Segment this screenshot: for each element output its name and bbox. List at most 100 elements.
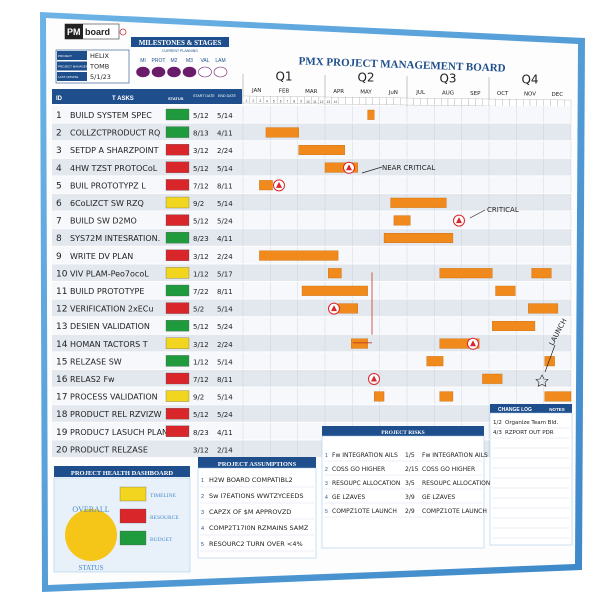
gantt-bar bbox=[528, 303, 559, 314]
task-name: PROCESS VALIDATION bbox=[70, 393, 158, 402]
month-label: JAN bbox=[251, 88, 261, 94]
task-start-date: 5/12 bbox=[193, 218, 209, 226]
week-number: 14 bbox=[333, 100, 337, 104]
task-name: HOMAN TACTORS T bbox=[70, 340, 148, 349]
gantt-bar bbox=[259, 250, 339, 261]
task-id: 19 bbox=[56, 428, 68, 438]
task-name: WRITE DV PLAN bbox=[70, 252, 133, 261]
task-end-date: 5/24 bbox=[217, 218, 233, 226]
task-end-date: 4/11 bbox=[217, 429, 233, 437]
gantt-bar bbox=[495, 285, 516, 296]
risk-number: 3 bbox=[325, 481, 328, 487]
risk-text: Fw INTEGRATION AILS bbox=[332, 452, 398, 459]
milestone-marker bbox=[198, 66, 212, 78]
warning-triangle bbox=[371, 375, 377, 382]
task-end-date: 2/24 bbox=[217, 253, 233, 261]
task-id: 13 bbox=[56, 322, 67, 332]
risk-text: RESOUPC ALLOCATION bbox=[332, 480, 400, 487]
milestone-label: PROT bbox=[152, 58, 166, 64]
task-start-date: 3/12 bbox=[193, 446, 209, 454]
assumption-text: H2W BOARD COMPATIBL2 bbox=[209, 476, 293, 484]
task-end-date: 2/24 bbox=[217, 341, 233, 349]
week-cell bbox=[543, 99, 551, 107]
task-id: 3 bbox=[56, 146, 62, 156]
critical-label: CRITICAL bbox=[487, 206, 519, 214]
milestone-label: VAL bbox=[200, 58, 209, 64]
week-cell bbox=[372, 97, 380, 105]
overall-label: OVERALL bbox=[72, 505, 109, 514]
task-id: 7 bbox=[56, 217, 62, 227]
risk-mitigation: RESOUPC ALLOCATION bbox=[422, 480, 490, 487]
gantt-bar bbox=[383, 232, 454, 243]
week-cell bbox=[550, 99, 558, 107]
week-cell bbox=[461, 98, 469, 106]
task-end-date: 5/14 bbox=[217, 112, 233, 120]
assumption-number: 4 bbox=[201, 526, 204, 532]
task-name: COLLZCTPRODUCT RQ bbox=[70, 129, 160, 138]
status-indicator bbox=[165, 267, 190, 279]
quarter-label: Q2 bbox=[357, 71, 374, 85]
task-name: PRODUC7 LASUCH PLAN bbox=[70, 428, 168, 437]
risk-mitigation: COSS GO HIGHER bbox=[422, 466, 475, 473]
task-id: 18 bbox=[56, 410, 68, 420]
task-start-date: 5/12 bbox=[193, 411, 209, 419]
week-cell bbox=[564, 99, 572, 108]
risk-mitigation: COMPZ1OTE LAUNCH bbox=[422, 508, 487, 515]
info-label: PROJECT MANAGER bbox=[58, 65, 89, 69]
task-end-date: 5/14 bbox=[217, 200, 233, 208]
health-indicator bbox=[119, 508, 147, 524]
task-id: 15 bbox=[56, 357, 67, 367]
status-indicator bbox=[165, 284, 190, 297]
task-id: 6 bbox=[56, 199, 62, 209]
health-indicator bbox=[119, 530, 147, 546]
assumption-text: RESOURC2 TURN OVER <4% bbox=[209, 540, 303, 548]
risk-text: COSS GO HIGHER bbox=[332, 466, 385, 473]
task-end-date: 5/24 bbox=[217, 323, 233, 331]
status-indicator bbox=[165, 337, 190, 349]
task-name: VIV PLAM-Peo7ocoL bbox=[70, 269, 149, 278]
gantt-bar bbox=[367, 109, 375, 120]
week-cell bbox=[495, 99, 503, 107]
task-end-date: 5/14 bbox=[217, 165, 233, 173]
task-name: RELZASE SW bbox=[70, 357, 122, 366]
task-name: PRODUCT REL RZVIZW bbox=[70, 410, 162, 419]
task-name: 4HW TZST PROTOCoL bbox=[70, 164, 158, 173]
task-start-date: 5/12 bbox=[193, 165, 209, 173]
gantt-bar bbox=[337, 303, 358, 314]
week-number: 4 bbox=[266, 99, 268, 103]
week-cell bbox=[536, 99, 544, 107]
week-cell bbox=[406, 97, 414, 106]
task-name: DESIEN VALIDATION bbox=[70, 322, 150, 331]
week-cell bbox=[413, 97, 421, 106]
milestone-marker bbox=[213, 66, 228, 78]
warning-triangle bbox=[276, 181, 282, 188]
assumptions-title: PROJECT ASSUMPTIONS bbox=[218, 461, 297, 468]
health-label: BUDGET bbox=[150, 537, 173, 543]
gantt-bar bbox=[482, 373, 503, 384]
status-indicator bbox=[165, 214, 190, 226]
week-cell bbox=[482, 98, 490, 107]
col-status: STATUS bbox=[168, 96, 184, 101]
status-indicator bbox=[165, 161, 190, 173]
status-indicator bbox=[165, 144, 190, 156]
task-start-date: 5/12 bbox=[193, 323, 209, 331]
quarter-label: Q1 bbox=[275, 70, 292, 84]
logo-text-board: board bbox=[85, 27, 110, 37]
week-number: 2 bbox=[252, 99, 254, 103]
status-indicator bbox=[165, 179, 190, 191]
change-date: 4/3 bbox=[493, 430, 502, 436]
logo-text: PM bbox=[67, 27, 81, 37]
task-start-date: 8/23 bbox=[193, 429, 209, 437]
week-number: 12 bbox=[320, 100, 324, 104]
registered-icon bbox=[119, 28, 127, 36]
risk-date: 1/5 bbox=[405, 452, 415, 459]
risk-date: 3/5 bbox=[405, 480, 415, 487]
week-number: 3 bbox=[259, 99, 261, 103]
week-cell bbox=[427, 98, 435, 106]
task-end-date: 4/11 bbox=[217, 130, 233, 138]
milestone-marker bbox=[136, 66, 150, 78]
week-number: 1 bbox=[246, 99, 248, 103]
info-label-bg bbox=[57, 72, 87, 81]
task-start-date: 8/13 bbox=[193, 130, 209, 138]
task-start-date: 9/2 bbox=[193, 200, 204, 208]
